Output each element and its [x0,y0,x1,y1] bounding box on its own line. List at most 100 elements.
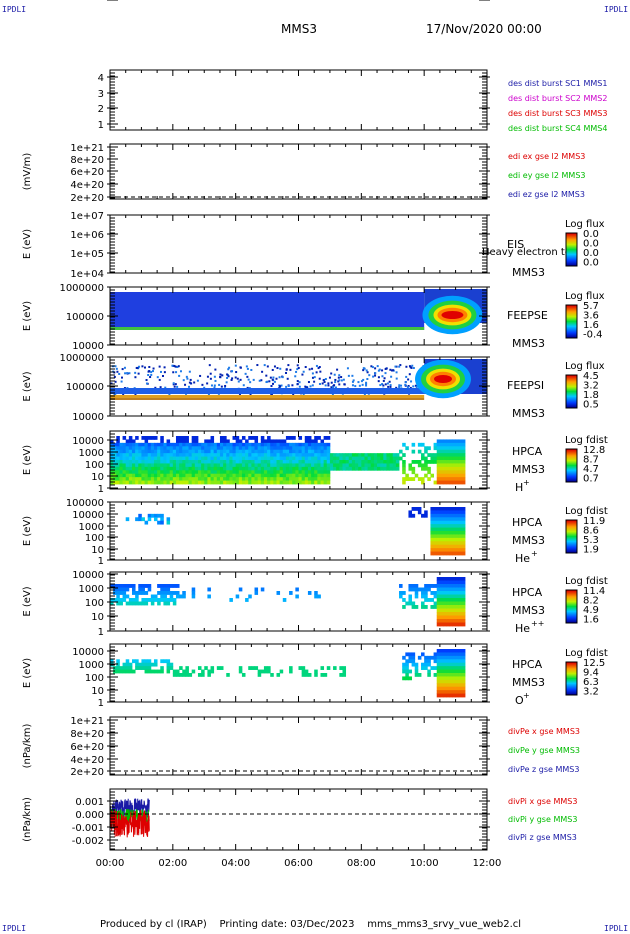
heatmap-cell [367,466,372,471]
heatmap-cell [314,594,318,599]
heatmap-cell [446,460,450,464]
y-tick-label: 10 [91,472,104,483]
heatmap-cell [251,463,255,468]
spectrogram-speck [150,373,153,376]
heatmap-cell [452,601,456,606]
heatmap-cell [131,446,136,451]
heatmap-cell [119,669,123,674]
heatmap-cell [421,666,425,670]
heatmap-cell [254,463,259,468]
heatmap-cell [326,470,331,475]
heatmap-cell [119,442,123,447]
heatmap-cell [257,456,262,461]
heatmap-cell [455,513,460,518]
heatmap-cell [342,453,347,457]
heatmap-cell [439,676,444,681]
heatmap-cell [263,666,268,670]
heatmap-cell [254,446,259,451]
heatmap-cell [141,453,145,457]
heatmap-cell [436,662,441,667]
colorbar-band [566,388,577,390]
heatmap-cell [289,449,293,454]
heatmap-cell [455,601,460,606]
heatmap-cell [185,470,189,475]
panel-frame [109,143,488,200]
heatmap-cell [446,587,450,592]
heatmap-cell [263,453,268,457]
colorbar-band [566,669,577,671]
heatmap-cell [235,442,240,447]
colorbar-label: 0.5 [583,400,599,411]
heatmap-cell [433,652,438,657]
heatmap-cell [314,463,318,468]
spectrogram-speck [408,365,411,368]
colorbar-band [566,394,577,396]
heatmap-cell [201,480,205,485]
heatmap-cell [144,449,149,454]
heatmap-cell [414,460,419,464]
heatmap-cell [238,477,243,481]
heatmap-cell [289,466,293,471]
heatmap-cell [279,480,284,485]
heatmap-cell [301,480,306,485]
colorbar-band [566,378,577,380]
heatmap-cell [436,622,441,627]
heatmap-cell [304,449,309,454]
heatmap-cell [226,473,230,478]
heatmap-cell [358,466,362,471]
heatmap-cell [320,446,325,451]
spectrogram-speck [357,381,360,384]
heatmap-cell [251,477,255,481]
spectrogram-speck [382,384,385,387]
heatmap-cell [421,477,425,481]
heatmap-cell [185,463,189,468]
heatmap-cell [235,436,240,440]
heatmap-cell [263,446,268,451]
heatmap-cell [289,477,293,481]
heatmap-cell [351,453,356,457]
heatmap-cell [113,463,117,468]
spectrogram-speck [321,382,324,385]
heatmap-cell [122,477,127,481]
heatmap-cell [430,453,434,457]
heatmap-cell [116,466,120,471]
colorbar-band [566,531,577,533]
heatmap-cell [320,460,325,464]
heatmap-cell [449,513,453,518]
spectrogram-speck [147,370,150,373]
spectrogram-speck [365,381,368,384]
heatmap-cell [298,470,303,475]
heatmap-cell [163,598,167,602]
spectrogram-speck [398,365,401,368]
heatmap-cell [301,673,306,677]
heatmap-cell [138,449,142,454]
spectrogram-speck [177,365,180,368]
heatmap-cell [226,446,230,451]
heatmap-cell [119,477,123,481]
y-tick-label: 1 [98,484,104,495]
heatmap-cell [207,460,211,464]
heatmap-cell [135,517,139,522]
heatmap-cell [408,659,412,664]
heatmap-cell [373,463,378,468]
spectrogram-speck [114,380,117,383]
heatmap-cell [241,480,246,485]
heatmap-cell [182,473,186,478]
heatmap-cell [175,669,180,674]
heatmap-cell [270,470,274,475]
heatmap-cell [163,463,167,468]
heatmap-cell [455,659,460,664]
heatmap-cell [342,460,347,464]
heatmap-cell [370,460,375,464]
heatmap-cell [245,442,249,447]
y-tick-label: 10000 [72,570,104,581]
heatmap-cell [157,442,161,447]
heatmap-cell [238,473,243,478]
heatmap-cell [449,473,453,478]
spectrogram-speck [184,383,187,386]
heatmap-cell [282,598,287,602]
heatmap-cell [295,463,299,468]
heatmap-cell [245,439,249,444]
heatmap-cell [116,591,120,595]
